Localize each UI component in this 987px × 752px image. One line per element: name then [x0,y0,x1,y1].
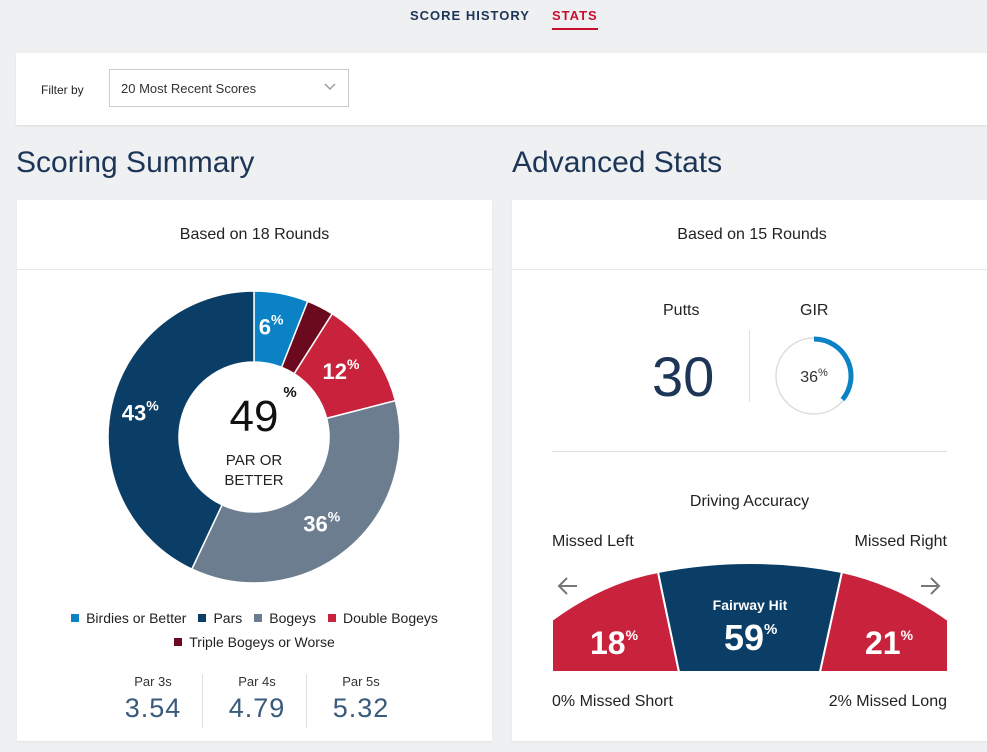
fairway-hit-label: Fairway Hit [713,597,788,613]
gir-value-text: 36% [800,367,828,386]
fairway-hit-value-text: 59% [724,617,777,658]
legend-label: Birdies or Better [86,610,187,626]
advanced-stats-card: Based on 15 Rounds Putts 30 GIR 36% Driv… [512,200,987,741]
legend-label: Bogeys [269,610,316,626]
par-or-better-pct: % [283,384,296,401]
legend-swatch [327,614,336,622]
legend-swatch [71,614,80,622]
scoring-summary-card: Based on 18 Rounds 6% 12% 36% 43% 49% PAR OR B… [17,200,492,741]
missed-left-value-text: 18% [590,625,639,661]
divider [749,330,750,402]
divider [306,674,307,728]
par-averages: Par 3s 3.54 Par 4s 4.79 Par 5s 5.32 [101,674,421,728]
legend-item: Double Bogeys [327,610,438,626]
arrow-left-icon [557,577,577,595]
par4-stat: Par 4s 4.79 [205,674,309,728]
putts-label: Putts [663,302,700,319]
scoring-legend: Birdies or Better Pars Bogeys Double Bogeys… [17,610,492,658]
legend-swatch [174,638,183,646]
gir-pct: % [818,367,828,379]
chevron-down-icon [324,83,336,90]
par3-value: 3.54 [124,693,182,723]
donut-label-double-bogeys: 12% [323,356,360,384]
missed-right-value: 21 [865,625,901,661]
scoring-based-on: Based on 18 Rounds [17,200,492,270]
legend-label: Triple Bogeys or Worse [189,634,335,650]
advanced-stats-title: Advanced Stats [512,146,723,179]
scoring-summary-title: Scoring Summary [16,146,255,179]
missed-left-label: Missed Left [552,533,634,550]
tab-score-history[interactable]: SCORE HISTORY [410,8,530,23]
advanced-based-on: Based on 15 Rounds [512,200,987,270]
filter-dropdown[interactable]: 20 Most Recent Scores [109,69,349,107]
par4-value: 4.79 [228,693,286,723]
par5-label: Par 5s [342,674,380,689]
missed-right-label: Missed Right [854,533,947,550]
putts-value: 30 [652,345,715,408]
tab-stats[interactable]: STATS [552,8,598,30]
divider [202,674,203,728]
missed-long-label: 2% Missed Long [828,693,947,710]
driving-accuracy-arc: 18% Fairway Hit 59% 21% [552,562,948,672]
par3-label: Par 3s [134,674,172,689]
missed-left-value: 18 [590,625,626,661]
missed-right-value-text: 21% [865,625,914,661]
gir-label: GIR [800,302,829,319]
driving-accuracy-title: Driving Accuracy [689,493,810,510]
missed-right-segment [818,570,948,672]
legend-item: Triple Bogeys or Worse [174,634,335,650]
par-or-better-value: 49 [230,392,279,441]
missed-short-label: 0% Missed Short [552,693,673,710]
legend-swatch [254,614,263,622]
legend-label: Pars [213,610,243,626]
par-or-better-label-2: BETTER [224,472,283,489]
par5-stat: Par 5s 5.32 [309,674,413,728]
legend-item: Pars [198,610,242,626]
filter-label: Filter by [41,83,84,97]
par5-value: 5.32 [332,693,390,723]
donut-center [180,363,328,511]
gir-ring-chart: 36% [775,336,854,415]
par3-stat: Par 3s 3.54 [101,674,205,728]
donut-slice-bogeys [190,399,400,583]
legend-swatch [198,614,207,622]
arrow-right-icon [921,577,941,595]
donut-slice-pars [108,291,255,571]
gir-value: 36 [800,369,818,386]
filter-bar: Filter by 20 Most Recent Scores [16,53,987,125]
legend-item: Bogeys [254,610,316,626]
gir-progress-arc [813,336,854,402]
legend-item: Birdies or Better [71,610,186,626]
par-or-better-label-1: PAR OR [226,452,283,469]
tab-bar: SCORE HISTORY STATS [0,0,987,40]
fairway-hit-value: 59 [724,617,764,658]
divider [552,451,947,452]
par4-label: Par 4s [238,674,276,689]
legend-label: Double Bogeys [342,610,438,626]
filter-selected-value: 20 Most Recent Scores [121,81,257,96]
